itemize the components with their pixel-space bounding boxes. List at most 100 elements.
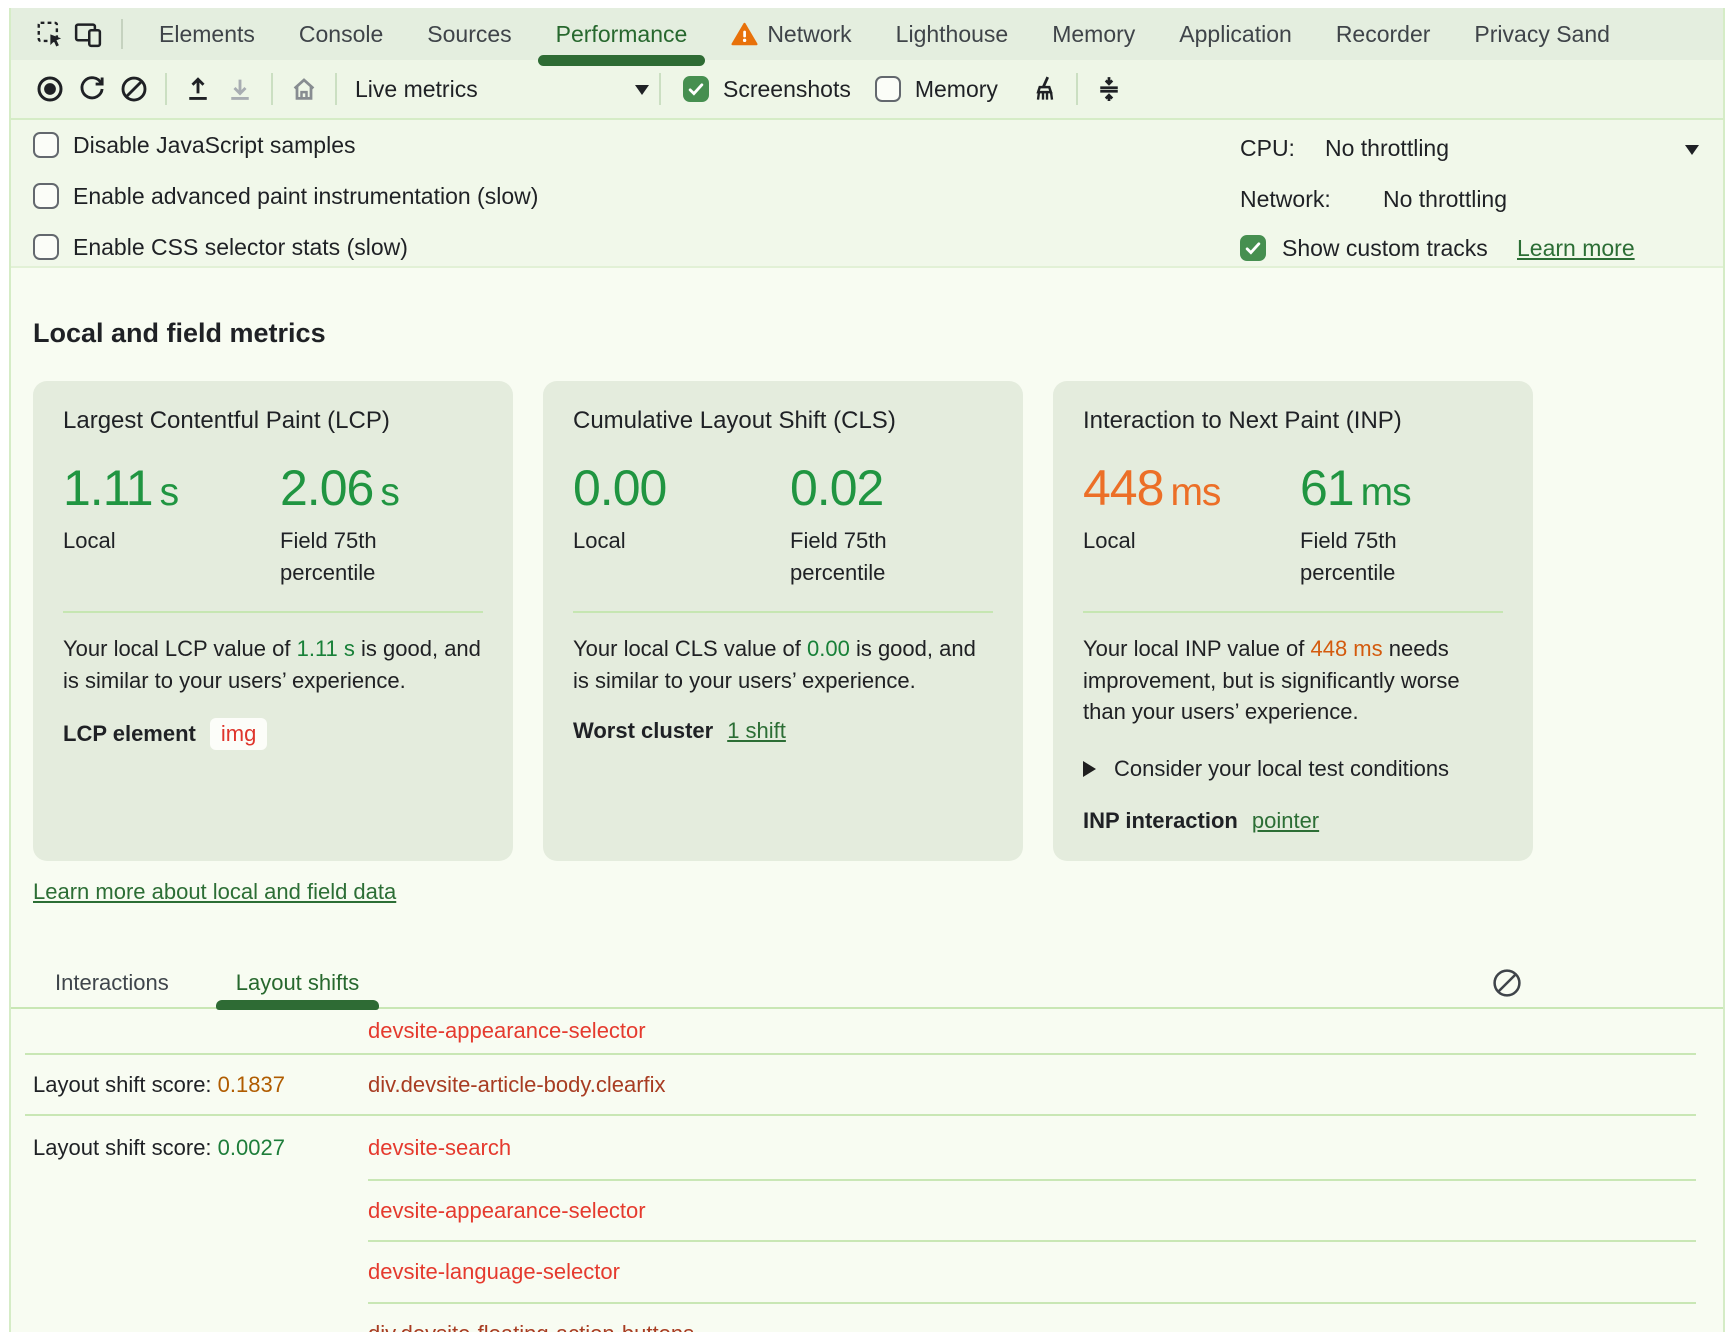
inspect-element-button[interactable]	[31, 15, 69, 53]
cpu-throttling-select[interactable]: No throttling	[1325, 135, 1449, 162]
inp-local-label: Local	[1083, 525, 1213, 557]
memory-label: Memory	[915, 76, 998, 103]
card-divider	[63, 611, 483, 613]
tab-network-label: Network	[767, 21, 851, 48]
layout-shift-row: devsite-language-selector	[11, 1242, 1723, 1302]
clear-log-button[interactable]	[1491, 967, 1523, 999]
save-profile-button[interactable]	[177, 68, 219, 110]
tab-lighthouse[interactable]: Lighthouse	[874, 8, 1031, 60]
shift-node-link[interactable]: devsite-appearance-selector	[368, 1018, 646, 1044]
capture-settings: Disable JavaScript samples Enable advanc…	[11, 120, 1723, 268]
shift-node-link[interactable]: devsite-appearance-selector	[368, 1198, 646, 1224]
lcp-element-node-link[interactable]: img	[210, 718, 267, 750]
css-selector-stats-checkbox[interactable]	[33, 234, 59, 260]
reload-and-record-button[interactable]	[71, 68, 113, 110]
shift-node-link[interactable]: devsite-search	[368, 1135, 511, 1161]
cls-local-label: Local	[573, 525, 703, 557]
custom-tracks-checkbox[interactable]	[1240, 235, 1266, 261]
local-test-conditions-label: Consider your local test conditions	[1114, 756, 1449, 782]
lcp-description: Your local LCP value of 1.11 s is good, …	[63, 633, 483, 696]
device-toolbar-button[interactable]	[69, 15, 107, 53]
network-throttling-label: Network:	[1240, 186, 1331, 213]
toolbar-separator	[165, 73, 167, 105]
inp-interaction-label: INP interaction	[1083, 808, 1238, 834]
layout-shift-row: devsite-appearance-selector	[11, 1009, 1723, 1053]
advanced-paint-checkbox[interactable]	[33, 183, 59, 209]
tab-layout-shifts[interactable]: Layout shifts	[236, 970, 360, 996]
tab-privacy-sandbox[interactable]: Privacy Sand	[1452, 8, 1632, 60]
warning-icon	[731, 21, 758, 48]
layout-shift-score: Layout shift score: 0.1837	[11, 1072, 368, 1098]
layout-shift-row: div.devsite-floating-action-buttons	[11, 1304, 1723, 1332]
inp-field-value: 61ms	[1300, 459, 1517, 517]
home-button[interactable]	[283, 68, 325, 110]
screenshots-checkbox-row[interactable]: Screenshots	[683, 76, 851, 103]
devtools-tabbar: Elements Console Sources Performance Net…	[11, 8, 1723, 60]
lcp-card-title: Largest Contentful Paint (LCP)	[63, 407, 483, 435]
clear-button[interactable]	[113, 68, 155, 110]
cls-card-title: Cumulative Layout Shift (CLS)	[573, 407, 993, 435]
record-button[interactable]	[29, 68, 71, 110]
shift-node-link[interactable]: div.devsite-article-body.clearfix	[368, 1072, 666, 1098]
learn-more-field-data-link[interactable]: Learn more about local and field data	[33, 879, 396, 905]
advanced-paint-row[interactable]: Enable advanced paint instrumentation (s…	[33, 175, 538, 217]
clear-log-icon	[1491, 967, 1523, 999]
tab-memory[interactable]: Memory	[1030, 8, 1157, 60]
memory-checkbox[interactable]	[875, 76, 901, 102]
custom-tracks-learn-more-link[interactable]: Learn more	[1517, 235, 1635, 262]
inp-card-title: Interaction to Next Paint (INP)	[1083, 407, 1503, 435]
cls-local-value: 0.00	[573, 459, 790, 517]
disable-js-samples-label: Disable JavaScript samples	[73, 132, 356, 159]
inp-interaction-link[interactable]: pointer	[1252, 808, 1319, 834]
home-icon	[289, 74, 319, 104]
worst-cluster-link[interactable]: 1 shift	[727, 718, 786, 744]
tab-recorder[interactable]: Recorder	[1314, 8, 1453, 60]
download-arrow-icon	[225, 74, 255, 104]
panel-mode-select[interactable]: Live metrics	[355, 76, 649, 103]
shift-node-link[interactable]: div.devsite-floating-action-buttons	[368, 1321, 694, 1332]
cls-description: Your local CLS value of 0.00 is good, an…	[573, 633, 993, 696]
collapse-icon	[1094, 74, 1124, 104]
screenshots-checkbox[interactable]	[683, 76, 709, 102]
inp-description: Your local INP value of 448 ms needs imp…	[1083, 633, 1503, 728]
toolbar-separator	[659, 73, 661, 105]
lcp-local-label: Local	[63, 525, 193, 557]
live-metrics-view: Local and field metrics Largest Contentf…	[11, 268, 1723, 1332]
toolbar-separator	[1076, 73, 1078, 105]
cls-field-value: 0.02	[790, 459, 1007, 517]
cls-field-label: Field 75th percentile	[790, 525, 920, 589]
shift-node-link[interactable]: devsite-language-selector	[368, 1259, 620, 1285]
load-profile-button[interactable]	[219, 68, 261, 110]
css-selector-stats-row[interactable]: Enable CSS selector stats (slow)	[33, 226, 538, 268]
inp-local-value: 448ms	[1083, 459, 1300, 517]
memory-checkbox-row[interactable]: Memory	[875, 76, 998, 103]
chevron-down-icon	[635, 85, 649, 102]
tab-console[interactable]: Console	[277, 8, 405, 60]
tab-interactions[interactable]: Interactions	[55, 970, 169, 996]
layout-shift-row: Layout shift score: 0.0027 devsite-searc…	[11, 1116, 1723, 1179]
live-metrics-logs: Interactions Layout shifts devsite-appea…	[11, 959, 1723, 1332]
chevron-down-icon[interactable]	[1685, 145, 1699, 162]
record-icon	[35, 74, 65, 104]
logs-tabbar: Interactions Layout shifts	[11, 959, 1723, 1009]
tab-sources[interactable]: Sources	[405, 8, 533, 60]
tab-application[interactable]: Application	[1157, 8, 1314, 60]
lcp-card: Largest Contentful Paint (LCP) 1.11s Loc…	[33, 381, 513, 861]
tab-elements[interactable]: Elements	[137, 8, 277, 60]
capture-options: Disable JavaScript samples Enable advanc…	[33, 124, 538, 277]
card-divider	[1083, 611, 1503, 613]
collapse-panel-button[interactable]	[1088, 68, 1130, 110]
inspect-cursor-icon	[35, 19, 65, 49]
disable-js-samples-row[interactable]: Disable JavaScript samples	[33, 124, 538, 166]
metric-cards: Largest Contentful Paint (LCP) 1.11s Loc…	[33, 381, 1723, 861]
block-icon	[119, 74, 149, 104]
local-test-conditions-disclosure[interactable]: Consider your local test conditions	[1083, 756, 1503, 782]
tab-network[interactable]: Network	[709, 8, 873, 60]
disclosure-triangle-icon	[1083, 761, 1096, 777]
tab-performance[interactable]: Performance	[534, 8, 710, 60]
gc-button[interactable]	[1024, 68, 1066, 110]
disable-js-samples-checkbox[interactable]	[33, 132, 59, 158]
layout-shift-row: devsite-appearance-selector	[11, 1181, 1723, 1240]
network-throttling-select[interactable]: No throttling	[1383, 186, 1507, 213]
inp-card: Interaction to Next Paint (INP) 448ms Lo…	[1053, 381, 1533, 861]
